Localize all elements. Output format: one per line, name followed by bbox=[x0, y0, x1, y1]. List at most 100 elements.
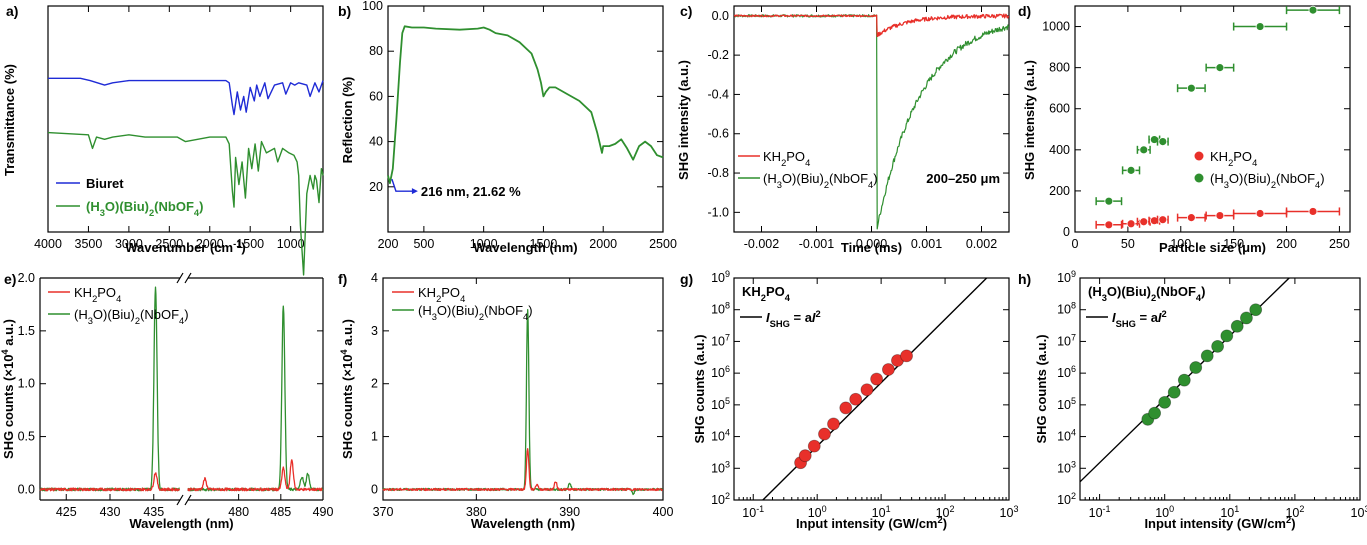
y-tick-label: 102 bbox=[1057, 491, 1076, 507]
x-tick-label: 150 bbox=[1223, 237, 1244, 251]
legend-label: KH2PO4 bbox=[763, 149, 810, 168]
x-axis-label: Time (ms) bbox=[841, 240, 902, 255]
y-tick-label: 600 bbox=[1049, 102, 1070, 116]
panel-label: h) bbox=[1018, 271, 1031, 287]
x-tick-label: 400 bbox=[653, 505, 674, 519]
legend-label: (H3O)(Biu)2(NbOF4) bbox=[86, 199, 203, 218]
data-point bbox=[1177, 373, 1191, 387]
x-tick-label: 101 bbox=[872, 504, 891, 520]
x-tick-label: 2500 bbox=[649, 237, 677, 251]
data-point bbox=[1255, 209, 1265, 218]
plot-frame bbox=[733, 5, 1010, 233]
y-tick-label: 2 bbox=[371, 377, 378, 391]
y-tick-label: -0.2 bbox=[707, 48, 729, 62]
y-tick-label: 40 bbox=[369, 135, 383, 149]
x-tick-label: 101 bbox=[1220, 504, 1239, 520]
data-point bbox=[1139, 217, 1149, 227]
data-point bbox=[1255, 22, 1265, 31]
plot-frame bbox=[1074, 5, 1351, 233]
y-tick-label: -0.8 bbox=[707, 166, 729, 180]
data-point bbox=[1240, 311, 1253, 325]
series-line bbox=[733, 14, 1010, 230]
data-point bbox=[1158, 395, 1172, 409]
y-axis-label: SHG counts (×104 a.u.) bbox=[0, 319, 16, 459]
x-tick-label: 100 bbox=[1170, 237, 1191, 251]
panel-d: 0 50 100 150 200 250 0 200 400 600 800 1000 KH2PO4 (H… bbox=[1018, 3, 1351, 255]
legend-label: Biuret bbox=[86, 176, 124, 191]
axis-break-mark bbox=[184, 272, 192, 284]
data-point bbox=[1308, 5, 1318, 15]
y-tick-label: 0.5 bbox=[18, 430, 35, 444]
panel-label: e) bbox=[4, 271, 16, 287]
axis-break-mark bbox=[176, 494, 184, 506]
data-point bbox=[1148, 406, 1162, 420]
y-axis-label: SHG intensity (a.u.) bbox=[676, 60, 691, 180]
y-axis-label: SHG counts (a.u.) bbox=[692, 334, 707, 443]
x-tick-label: 2000 bbox=[589, 237, 617, 251]
data-point bbox=[900, 349, 913, 363]
y-tick-label: 1 bbox=[371, 430, 378, 444]
data-point bbox=[1230, 319, 1244, 333]
plot-frame bbox=[47, 5, 324, 233]
data-point bbox=[1308, 207, 1318, 216]
x-tick-label: 200 bbox=[378, 237, 399, 251]
series-line bbox=[382, 309, 663, 496]
panel-b: 200 500 1000 1500 2000 2500 20 40 60 80 100 216 nm,… bbox=[338, 0, 677, 255]
annotation-note: 200–250 μm bbox=[926, 171, 1000, 186]
y-tick-label: 106 bbox=[711, 364, 730, 380]
y-tick-label: 106 bbox=[1057, 364, 1076, 380]
y-tick-label: 80 bbox=[369, 44, 383, 58]
x-tick-label: 390 bbox=[559, 505, 580, 519]
y-axis-label: SHG counts (×104 a.u.) bbox=[339, 319, 355, 459]
x-tick-label: 2000 bbox=[196, 237, 224, 251]
y-axis-label: Transmittance (%) bbox=[2, 64, 17, 176]
series-line bbox=[733, 13, 1010, 38]
legend-marker bbox=[1194, 173, 1204, 183]
fit-label: ISHG = aI2 bbox=[766, 309, 821, 329]
x-tick-label: 103 bbox=[1000, 504, 1019, 520]
data-point bbox=[1149, 216, 1159, 226]
y-tick-label: 60 bbox=[369, 89, 383, 103]
y-tick-label: 103 bbox=[711, 459, 730, 475]
y-tick-label: 2.0 bbox=[18, 271, 35, 285]
x-tick-label: 490 bbox=[313, 505, 334, 519]
axis-break-mark bbox=[184, 494, 192, 506]
x-axis-label: Wavelength (nm) bbox=[129, 516, 233, 531]
data-point bbox=[1104, 196, 1114, 206]
data-point bbox=[839, 401, 853, 415]
y-tick-label: 0 bbox=[1063, 225, 1070, 239]
x-tick-label: -0.001 bbox=[799, 237, 834, 251]
legend-label: KH2PO4 bbox=[418, 285, 465, 304]
data-point bbox=[1186, 213, 1196, 223]
x-tick-label: 4000 bbox=[34, 237, 62, 251]
x-tick-label: 1500 bbox=[236, 237, 264, 251]
y-axis-label: SHG intensity (a.u.) bbox=[1022, 60, 1037, 180]
x-tick-label: 250 bbox=[1329, 237, 1350, 251]
data-point bbox=[1215, 63, 1225, 73]
y-tick-label: 104 bbox=[1057, 428, 1076, 444]
data-point bbox=[1215, 211, 1225, 220]
y-tick-label: 108 bbox=[711, 301, 730, 317]
data-point bbox=[1158, 137, 1168, 147]
series-line bbox=[48, 77, 324, 116]
x-tick-label: 370 bbox=[373, 505, 394, 519]
x-tick-label: 103 bbox=[1351, 504, 1367, 520]
panel-label: d) bbox=[1018, 3, 1031, 19]
x-axis-label: Wavelength (nm) bbox=[473, 240, 577, 255]
x-tick-label: 10-1 bbox=[1089, 504, 1111, 520]
y-tick-label: 104 bbox=[711, 428, 730, 444]
x-axis-label: Input intensity (GW/cm2) bbox=[796, 515, 947, 531]
y-tick-label: 3 bbox=[371, 324, 378, 338]
data-point bbox=[1158, 215, 1168, 225]
y-tick-label: 107 bbox=[1057, 332, 1076, 348]
data-point bbox=[1167, 385, 1181, 399]
data-point bbox=[882, 363, 895, 376]
data-point bbox=[1189, 361, 1203, 374]
data-point bbox=[1200, 349, 1214, 363]
x-axis-label: Particle size (μm) bbox=[1159, 240, 1266, 255]
panel-h: 10-1 100 101 102 103 102 103 104 105 106 107 108 109… bbox=[1018, 269, 1367, 531]
annotation-arrowhead bbox=[411, 188, 418, 195]
x-tick-label: 1500 bbox=[530, 237, 558, 251]
legend-label: (H3O)(Biu)2(NbOF4) bbox=[763, 171, 878, 190]
